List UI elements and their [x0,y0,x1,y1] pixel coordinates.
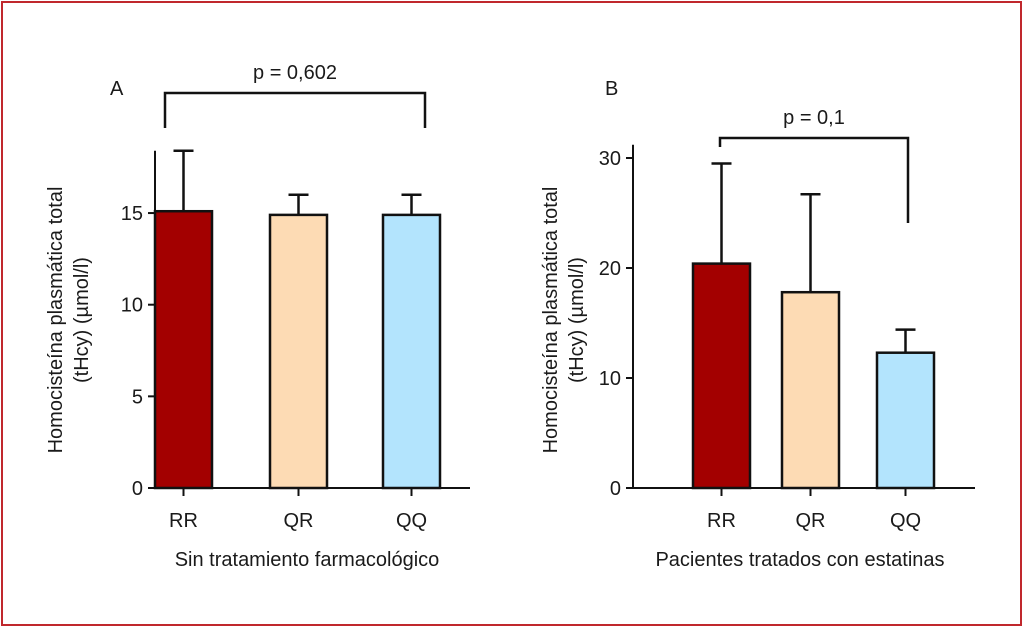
x-tick-label: RR [169,510,198,532]
bar-qr [268,213,329,490]
y-tick-label: 0 [610,478,621,500]
y-tick-label: 5 [132,386,143,408]
p-value-annotation: p = 0,1 [783,107,845,129]
y-tick-label: 20 [599,258,621,280]
y-axis-label: (tHcy) (µmol/l) [566,257,588,383]
x-tick-label: QR [796,510,826,532]
x-tick-label: QQ [890,510,921,532]
x-tick-label: QQ [396,510,427,532]
panel-label: A [110,78,124,100]
p-value-annotation: p = 0,602 [253,62,337,84]
y-tick-label: 10 [121,295,143,317]
significance-bracket [163,91,427,128]
bar-rr [691,262,752,490]
y-axis-label: Homocisteína plasmática total [45,187,67,454]
bar-rr [153,209,214,490]
y-tick-label: 15 [121,203,143,225]
bar-qq [875,351,936,490]
y-axis-label: (tHcy) (µmol/l) [71,257,93,383]
y-tick-label: 10 [599,368,621,390]
bar-qr [780,290,841,490]
x-tick-label: QR [284,510,314,532]
bar-qq [381,213,442,490]
x-tick-label: RR [707,510,736,532]
significance-bracket [718,136,910,223]
y-tick-label: 30 [599,148,621,170]
x-axis-label: Pacientes tratados con estatinas [655,549,944,571]
x-axis-label: Sin tratamiento farmacológico [175,549,440,571]
panel-label: B [605,78,618,100]
y-axis-label: Homocisteína plasmática total [540,187,562,454]
y-tick-label: 0 [132,478,143,500]
